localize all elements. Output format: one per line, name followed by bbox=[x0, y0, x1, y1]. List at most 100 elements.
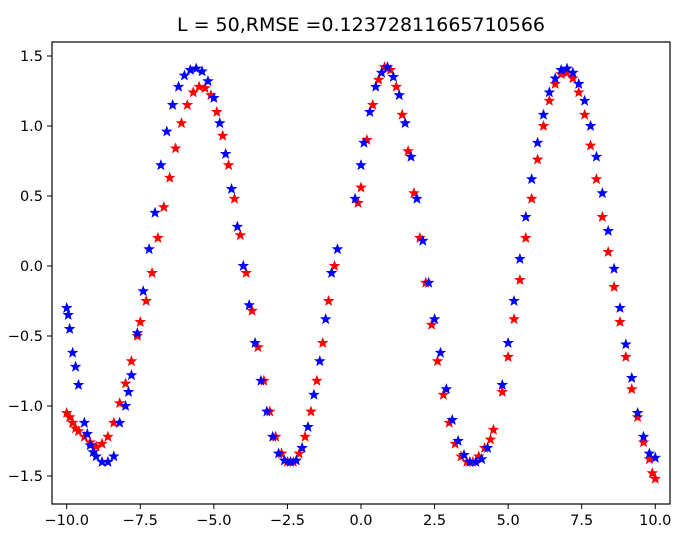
series-1-point-61 bbox=[393, 89, 406, 101]
series-0-point-75 bbox=[502, 350, 514, 362]
series-0-point-48 bbox=[328, 259, 341, 271]
series-1-point-34 bbox=[225, 182, 238, 194]
series-1-point-62 bbox=[399, 117, 411, 129]
series-1-point-93 bbox=[590, 150, 603, 162]
series-1-point-25 bbox=[172, 80, 185, 92]
series-0-point-15 bbox=[134, 315, 147, 327]
series-1-point-16 bbox=[122, 385, 135, 397]
series-0-point-23 bbox=[181, 98, 194, 110]
series-0-point-73 bbox=[487, 423, 500, 435]
x-tick-label: −5.0 bbox=[196, 513, 231, 529]
series-1-point-77 bbox=[496, 378, 509, 390]
series-1-point-94 bbox=[596, 187, 609, 199]
series-1-point-22 bbox=[155, 159, 167, 171]
series-0-point-56 bbox=[390, 80, 403, 92]
series-1-point-92 bbox=[584, 119, 597, 131]
series-1-point-50 bbox=[319, 313, 332, 325]
x-tick-label: 5.0 bbox=[497, 513, 520, 529]
series-0-point-28 bbox=[211, 105, 223, 117]
series-0-point-47 bbox=[322, 294, 335, 306]
series-1-point-96 bbox=[608, 262, 620, 274]
y-tick-label: 0.5 bbox=[20, 189, 43, 205]
series-0-point-19 bbox=[158, 201, 170, 213]
series-0-point-26 bbox=[199, 82, 211, 94]
series-1-point-19 bbox=[137, 285, 149, 297]
series-0-point-95 bbox=[620, 350, 632, 362]
series-0-point-43 bbox=[299, 430, 311, 442]
series-1-point-91 bbox=[578, 94, 591, 106]
series-0-point-88 bbox=[578, 108, 591, 120]
series-0-point-46 bbox=[316, 336, 329, 348]
series-1-point-47 bbox=[302, 420, 314, 432]
series-0-point-20 bbox=[163, 171, 176, 183]
series-0-point-42 bbox=[293, 447, 305, 459]
series-1-point-101 bbox=[637, 430, 650, 442]
series-0-point-22 bbox=[175, 117, 188, 129]
series-1-point-45 bbox=[290, 454, 303, 466]
series-1-point-85 bbox=[543, 86, 556, 98]
series-1-point-76 bbox=[481, 441, 494, 453]
series-1-point-68 bbox=[434, 346, 447, 358]
series-1-point-72 bbox=[458, 448, 470, 460]
series-1-point-55 bbox=[358, 136, 370, 148]
series-0-point-21 bbox=[169, 142, 182, 154]
series-1-point-63 bbox=[405, 150, 417, 162]
series-1-point-31 bbox=[208, 91, 220, 103]
series-0-point-33 bbox=[240, 266, 252, 278]
series-1-point-49 bbox=[314, 355, 326, 367]
series-1-point-71 bbox=[452, 434, 464, 446]
series-0-point-13 bbox=[125, 355, 138, 367]
series-0-point-17 bbox=[146, 266, 158, 278]
series-1-point-14 bbox=[113, 416, 126, 428]
series-1-point-42 bbox=[272, 447, 285, 459]
series-1-point-24 bbox=[166, 98, 179, 110]
y-tick-label: −0.5 bbox=[8, 329, 43, 345]
series-0-point-31 bbox=[228, 192, 241, 204]
series-1-point-53 bbox=[349, 192, 361, 204]
series-0-point-98 bbox=[637, 436, 650, 448]
series-1-point-69 bbox=[440, 383, 453, 395]
series-0-point-45 bbox=[311, 374, 323, 386]
series-1-point-90 bbox=[573, 77, 585, 89]
series-1-point-52 bbox=[331, 243, 344, 255]
series-0-point-11 bbox=[113, 397, 126, 409]
points-layer bbox=[60, 61, 662, 484]
series-1-point-51 bbox=[325, 266, 338, 278]
series-1-point-8 bbox=[84, 439, 97, 451]
series-0-point-80 bbox=[531, 153, 544, 165]
y-tick-label: −1.5 bbox=[8, 469, 43, 485]
series-0-point-93 bbox=[608, 280, 620, 292]
series-0-point-32 bbox=[234, 229, 247, 241]
series-1-point-57 bbox=[369, 80, 382, 92]
series-1-point-35 bbox=[231, 220, 244, 232]
series-1-point-10 bbox=[90, 450, 102, 462]
series-0-point-53 bbox=[372, 73, 385, 85]
series-0-point-63 bbox=[431, 355, 444, 367]
series-1-point-21 bbox=[149, 206, 161, 218]
series-0-point-72 bbox=[484, 433, 497, 445]
series-0-point-29 bbox=[216, 129, 229, 141]
series-1-point-17 bbox=[125, 369, 138, 381]
series-0-point-9 bbox=[102, 430, 114, 442]
chart-title: L = 50,RMSE =0.12372811665710566 bbox=[177, 14, 545, 36]
series-1-point-15 bbox=[119, 399, 132, 411]
series-0-point-8 bbox=[96, 437, 108, 449]
series-0-point-91 bbox=[596, 210, 609, 222]
series-0-point-50 bbox=[355, 181, 367, 193]
series-0-point-78 bbox=[520, 231, 532, 243]
y-tick-label: −1.0 bbox=[8, 399, 43, 415]
series-1-point-100 bbox=[631, 406, 644, 418]
series-1-point-97 bbox=[614, 301, 626, 313]
series-0-point-74 bbox=[496, 385, 509, 397]
series-1-point-65 bbox=[417, 234, 429, 246]
y-tick-label: 1.0 bbox=[20, 119, 43, 135]
series-0-point-79 bbox=[525, 192, 538, 204]
series-1-point-81 bbox=[520, 210, 532, 222]
series-0-point-77 bbox=[514, 273, 526, 285]
series-1-point-54 bbox=[355, 159, 367, 171]
series-1 bbox=[60, 61, 662, 467]
series-0-point-59 bbox=[408, 187, 420, 199]
series-1-point-70 bbox=[446, 413, 458, 425]
series-1-point-99 bbox=[625, 371, 638, 383]
